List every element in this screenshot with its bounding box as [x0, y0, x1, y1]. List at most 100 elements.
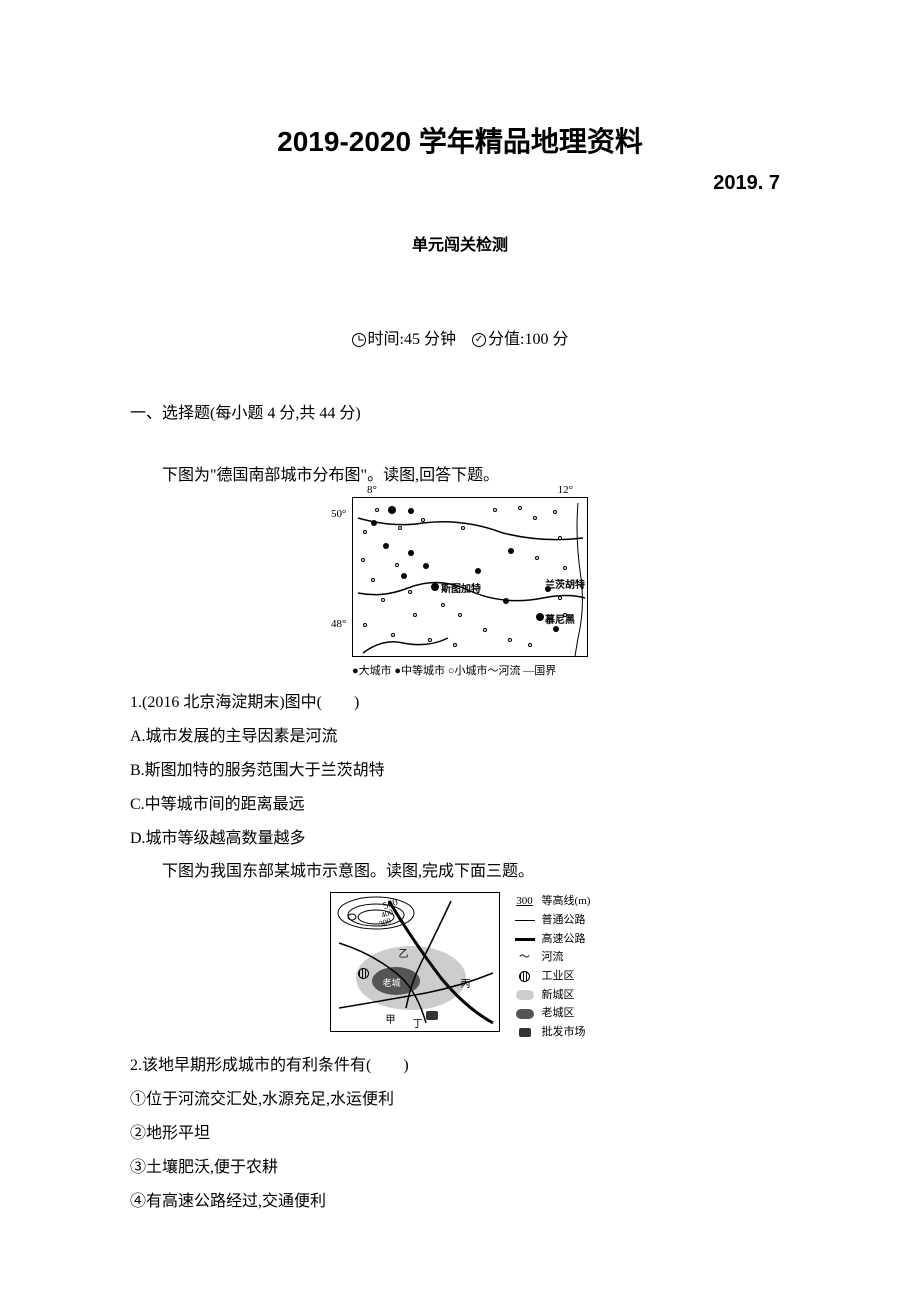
figure-2-wrap: 500 400 300 乙 丙 甲 丁 老城 300等高线(m) 普通公路 高速… — [130, 892, 790, 1042]
city-small-dot — [533, 516, 537, 520]
fig2-legend-industry: 工业区 — [542, 967, 575, 986]
city-med-dot — [475, 568, 481, 574]
fig1-legend-small: ○小城市 — [448, 665, 488, 677]
city-small-dot — [493, 508, 497, 512]
q1-opt-a: A.城市发展的主导因素是河流 — [130, 723, 790, 751]
city-med-dot — [408, 508, 414, 514]
city-small-dot — [375, 508, 379, 512]
time-score-line: 时间:45 分钟 分值:100 分 — [130, 325, 790, 349]
city-small-dot — [458, 613, 462, 617]
fig2-legend-newcity: 新城区 — [542, 986, 575, 1005]
q1-stem: 1.(2016 北京海淀期末)图中( ) — [130, 689, 790, 717]
figure-1-map: 8° 12° 50° 48° — [352, 497, 588, 657]
q2-opt-2: ②地形平坦 — [130, 1120, 790, 1148]
city-med-dot — [423, 563, 429, 569]
fig2-legend-oldcity: 老城区 — [542, 1004, 575, 1023]
fig1-label-landshut: 兰茨胡特 — [545, 576, 585, 591]
city-small-dot — [558, 536, 562, 540]
river-icon: 〜 — [514, 948, 536, 967]
road-line-icon — [514, 911, 536, 930]
page-title: 2019-2020 学年精品地理资料 — [130, 120, 790, 160]
clock-icon — [352, 333, 366, 347]
city-small-dot — [361, 558, 365, 562]
q1-opt-b: B.斯图加特的服务范围大于兰茨胡特 — [130, 757, 790, 785]
legend-contour-value: 300 — [514, 892, 536, 911]
fig1-lon-left: 8° — [367, 484, 377, 496]
fig2-label-bing: 丙 — [461, 975, 471, 990]
q2-opt-1: ①位于河流交汇处,水源充足,水运便利 — [130, 1086, 790, 1114]
fig2-legend-road: 普通公路 — [542, 911, 586, 930]
fig1-lat-top: 50° — [331, 508, 346, 520]
city-small-dot — [453, 643, 457, 647]
city-small-dot — [563, 566, 567, 570]
highway-line-icon — [514, 930, 536, 949]
fig2-legend-contour: 等高线(m) — [542, 892, 591, 911]
page-date: 2019. 7 — [130, 172, 790, 195]
fig2-industry-icon — [358, 968, 369, 979]
city-small-dot — [535, 556, 539, 560]
city-small-dot — [398, 526, 402, 530]
fig1-legend: ●大城市 ●中等城市 ○小城市〜河流 —国界 — [352, 662, 590, 678]
fig2-legend: 300等高线(m) 普通公路 高速公路 〜河流 工业区 新城区 老城区 批发市场 — [514, 892, 591, 1042]
figure-2: 500 400 300 乙 丙 甲 丁 老城 — [330, 892, 500, 1032]
city-large-dot — [431, 583, 439, 591]
city-med-dot — [383, 543, 389, 549]
figure-1: 8° 12° 50° 48° — [330, 497, 590, 678]
city-small-dot — [461, 526, 465, 530]
fig1-label-stuttgart: 斯图加特 — [441, 580, 481, 595]
fig1-label-munich: 慕尼黑 — [545, 611, 575, 626]
city-med-dot — [508, 548, 514, 554]
fig2-label-old: 老城 — [383, 976, 401, 989]
fig2-legend-river: 河流 — [542, 948, 564, 967]
city-small-dot — [441, 603, 445, 607]
city-med-dot — [503, 598, 509, 604]
fig1-lat-bottom: 48° — [331, 618, 346, 630]
score-label: 分值:100 分 — [488, 331, 568, 348]
fig2-svg — [331, 893, 501, 1033]
city-large-dot — [388, 506, 396, 514]
fig1-legend-med: ●中等城市 — [394, 665, 445, 677]
q1-opt-d: D.城市等级越高数量越多 — [130, 825, 790, 853]
q1-opt-c: C.中等城市间的距离最远 — [130, 791, 790, 819]
q2-stem: 2.该地早期形成城市的有利条件有( ) — [130, 1052, 790, 1080]
city-small-dot — [421, 518, 425, 522]
fig1-legend-border: —国界 — [523, 665, 556, 677]
city-small-dot — [408, 590, 412, 594]
city-small-dot — [528, 643, 532, 647]
intro-1: 下图为"德国南部城市分布图"。读图,回答下题。 — [130, 463, 790, 489]
city-med-dot — [408, 550, 414, 556]
city-med-dot — [401, 573, 407, 579]
subtitle: 单元闯关检测 — [130, 231, 790, 255]
city-small-dot — [413, 613, 417, 617]
city-small-dot — [558, 596, 562, 600]
city-small-dot — [381, 598, 385, 602]
city-small-dot — [428, 638, 432, 642]
newcity-icon — [514, 986, 536, 1005]
city-large-dot — [536, 613, 544, 621]
city-small-dot — [391, 633, 395, 637]
city-small-dot — [553, 510, 557, 514]
fig2-label-jia: 甲 — [386, 1011, 396, 1026]
check-icon — [472, 333, 486, 347]
city-small-dot — [371, 578, 375, 582]
city-med-dot — [371, 520, 377, 526]
city-small-dot — [395, 563, 399, 567]
section-heading: 一、选择题(每小题 4 分,共 44 分) — [130, 399, 790, 423]
city-med-dot — [553, 626, 559, 632]
market-icon — [514, 1023, 536, 1042]
fig2-market-icon — [426, 1011, 438, 1020]
time-label: 时间:45 分钟 — [368, 331, 456, 348]
q2-opt-3: ③土壤肥沃,便于农耕 — [130, 1154, 790, 1182]
fig1-legend-river: 〜河流 — [487, 665, 520, 677]
industry-icon — [514, 967, 536, 986]
fig2-label-yi: 乙 — [399, 945, 409, 960]
q2-opt-4: ④有高速公路经过,交通便利 — [130, 1188, 790, 1216]
fig2-label-ding: 丁 — [413, 1015, 423, 1030]
city-small-dot — [483, 628, 487, 632]
figure-1-wrap: 8° 12° 50° 48° — [130, 497, 790, 679]
city-small-dot — [518, 506, 522, 510]
city-small-dot — [363, 530, 367, 534]
fig1-lon-right: 12° — [558, 484, 573, 496]
intro-2: 下图为我国东部某城市示意图。读图,完成下面三题。 — [130, 859, 790, 885]
fig1-legend-large: ●大城市 — [352, 665, 392, 677]
